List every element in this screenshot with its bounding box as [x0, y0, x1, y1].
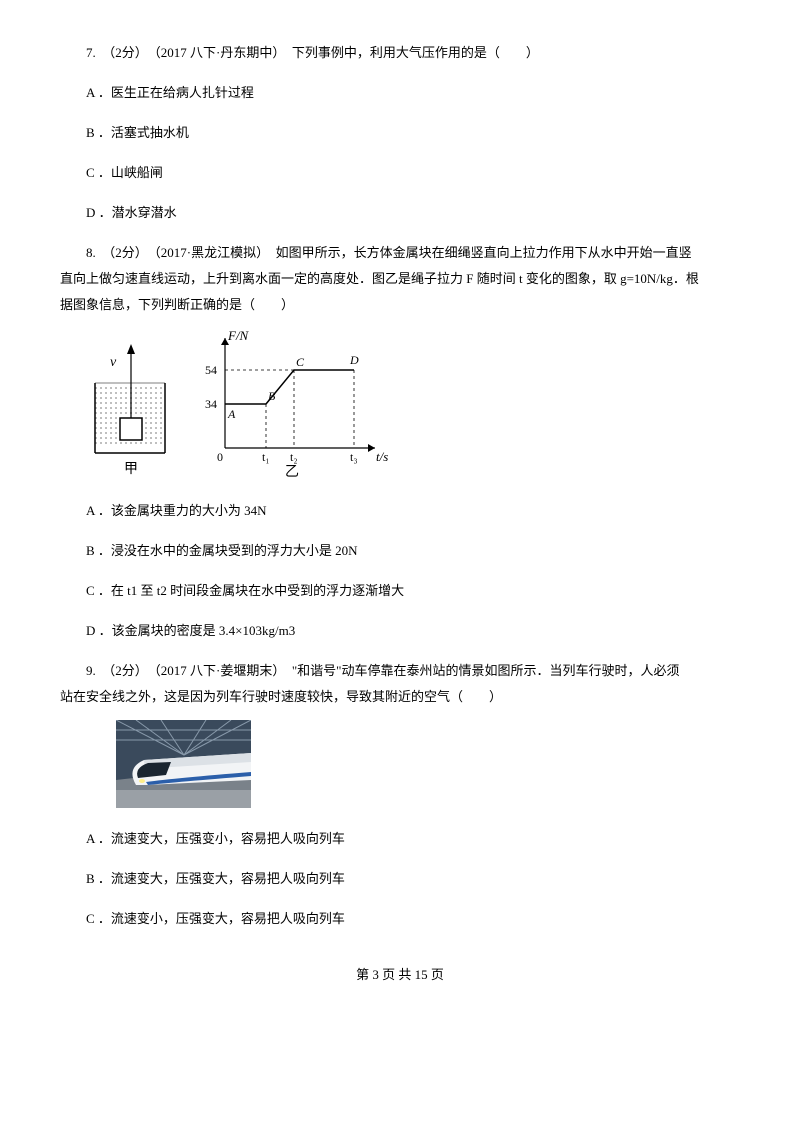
q9-option-a: A ．流速变大，压强变小，容易把人吸向列车 — [60, 826, 740, 852]
q8-figure: v 甲 F/N 54 34 0 t₁ t₂ t₃ t/s — [90, 328, 740, 478]
q8-stem-line3: 据图象信息，下列判断正确的是（ ） — [60, 292, 740, 318]
q8-stem-line2: 直向上做匀速直线运动，上升到离水面一定的高度处．图乙是绳子拉力 F 随时间 t … — [60, 266, 740, 292]
svg-text:C: C — [296, 355, 305, 369]
svg-text:B: B — [268, 389, 276, 403]
svg-text:D: D — [349, 353, 359, 367]
svg-text:0: 0 — [217, 450, 223, 464]
svg-text:t₁: t₁ — [262, 450, 270, 464]
svg-text:t₂: t₂ — [290, 450, 298, 464]
q8-stem-line1: 8. （2分） （2017·黑龙江模拟） 如图甲所示，长方体金属块在细绳竖直向上… — [60, 240, 740, 266]
q7-option-b: B ．活塞式抽水机 — [60, 120, 740, 146]
svg-text:v: v — [110, 355, 117, 370]
svg-text:甲: 甲 — [124, 462, 138, 477]
svg-text:34: 34 — [205, 397, 217, 411]
svg-text:F/N: F/N — [227, 328, 250, 343]
q8-diagram-left: v 甲 — [90, 338, 170, 478]
q7-option-a: A ．医生正在给病人扎针过程 — [60, 80, 740, 106]
q8-option-a: A ．该金属块重力的大小为 34N — [60, 498, 740, 524]
q8-chart-right: F/N 54 34 0 t₁ t₂ t₃ t/s A B C D 乙 — [190, 328, 390, 478]
svg-text:A: A — [227, 407, 236, 421]
q8-option-c: C ．在 t1 至 t2 时间段金属块在水中受到的浮力逐渐增大 — [60, 578, 740, 604]
svg-text:t₃: t₃ — [350, 450, 358, 464]
q8-option-b: B ．浸没在水中的金属块受到的浮力大小是 20N — [60, 538, 740, 564]
q9-option-b: B ．流速变大，压强变大，容易把人吸向列车 — [60, 866, 740, 892]
q7-option-c: C ．山峡船闸 — [60, 160, 740, 186]
q8-option-d: D ．该金属块的密度是 3.4×103kg/m3 — [60, 618, 740, 644]
svg-text:54: 54 — [205, 363, 217, 377]
svg-text:t/s: t/s — [376, 449, 388, 464]
q9-option-c: C ．流速变小，压强变大，容易把人吸向列车 — [60, 906, 740, 932]
q7-option-d: D ．潜水穿潜水 — [60, 200, 740, 226]
q9-stem-line2: 站在安全线之外，这是因为列车行驶时速度较快，导致其附近的空气（ ） — [60, 684, 740, 710]
page-footer: 第 3 页 共 15 页 — [60, 962, 740, 988]
q7-stem: 7. （2分） （2017 八下·丹东期中） 下列事例中，利用大气压作用的是（ … — [60, 40, 740, 66]
q9-stem-line1: 9. （2分） （2017 八下·姜堰期末） "和谐号"动车停靠在泰州站的情景如… — [60, 658, 740, 684]
svg-text:乙: 乙 — [285, 464, 299, 478]
q9-train-image — [116, 720, 740, 808]
